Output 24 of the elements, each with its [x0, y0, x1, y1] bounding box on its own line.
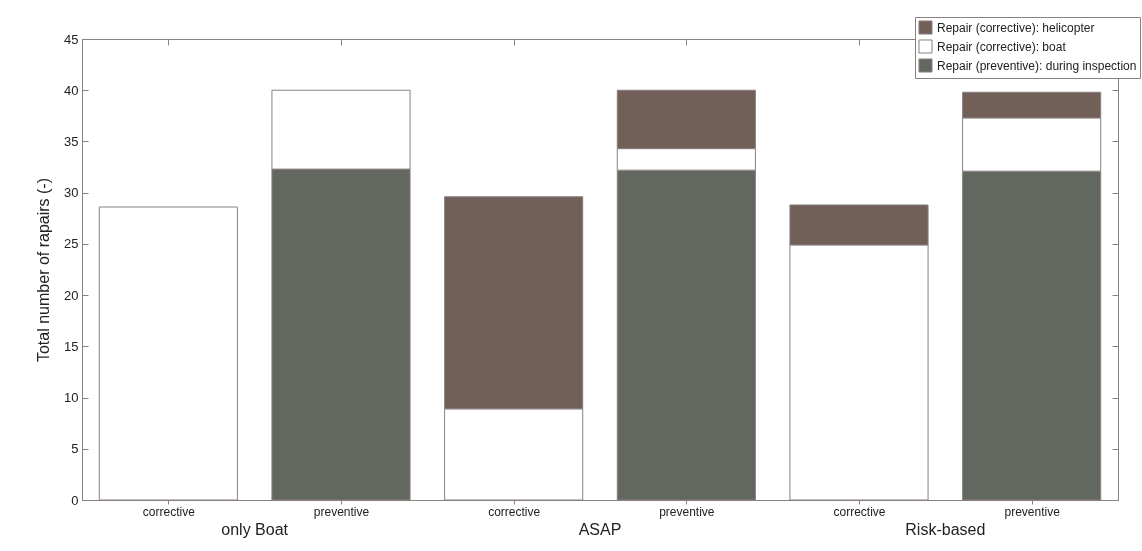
y-tick-label: 40 [64, 82, 79, 98]
x-tick-label: corrective [142, 504, 196, 519]
x-tick-label: corrective [833, 504, 886, 519]
y-tick-label: 15 [64, 338, 79, 354]
text: only Boat [221, 521, 289, 538]
y-tick-label: 30 [64, 185, 79, 201]
x-tick-label: corrective [488, 504, 541, 519]
bar [98, 206, 238, 501]
legend-label: Repair (corrective): boat [937, 39, 1067, 54]
text: Risk-based [905, 521, 986, 538]
y-tick-label: 0 [71, 492, 79, 508]
y-tick-label: 25 [64, 236, 79, 252]
y-tick-label: 10 [64, 390, 79, 406]
text: ASAP [578, 521, 622, 538]
legend-label: Repair (preventive): during inspection [937, 58, 1137, 73]
x-tick-label: preventive [659, 504, 715, 519]
y-tick-label: 45 [64, 31, 79, 47]
x-tick-label: preventive [1004, 504, 1061, 519]
y-tick-label: 35 [64, 133, 79, 149]
x-tick-label: preventive [313, 504, 370, 519]
legend-label: Repair (corrective): helicopter [937, 20, 1095, 35]
y-axis-title: Total number of rapairs (-) [35, 177, 53, 363]
y-tick-label: 20 [64, 287, 79, 303]
y-tick-label: 5 [71, 441, 79, 457]
